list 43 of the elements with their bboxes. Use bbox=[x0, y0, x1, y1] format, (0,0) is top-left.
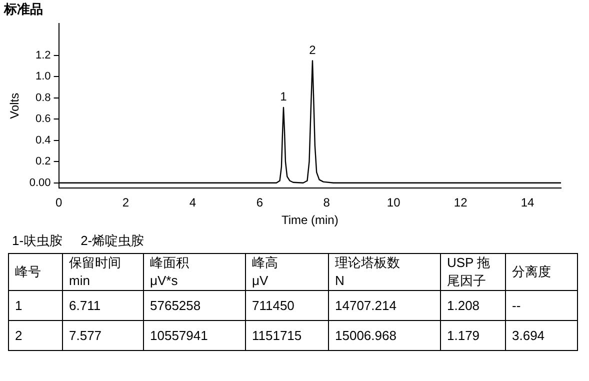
text: 峰高 μV bbox=[246, 254, 328, 290]
text: 7.577 bbox=[62, 320, 144, 350]
text: -- bbox=[506, 290, 578, 320]
text: 1 bbox=[8, 290, 62, 320]
text: 1-呋虫胺 bbox=[12, 233, 63, 248]
x-tick-label: 10 bbox=[386, 196, 401, 210]
text: 峰面积 μV*s bbox=[144, 254, 246, 290]
text: 10557941 bbox=[144, 320, 246, 350]
text: 分离度 bbox=[506, 254, 578, 290]
x-tick-label: 6 bbox=[256, 196, 264, 210]
text: 保留时间 min bbox=[62, 254, 144, 290]
y-tick-label: 1.2 bbox=[36, 49, 51, 62]
y-tick-label: 1.0 bbox=[36, 70, 51, 83]
text: 理论塔板数 N bbox=[328, 254, 440, 290]
text: USP 拖尾因子 bbox=[440, 254, 506, 290]
y-axis-title: Volts bbox=[8, 92, 22, 119]
text: 2 bbox=[8, 320, 62, 350]
text: 3.694 bbox=[506, 320, 578, 350]
y-tick-label: 0.6 bbox=[36, 113, 51, 126]
x-tick-label: 14 bbox=[520, 196, 535, 210]
annotation: 2 bbox=[309, 42, 316, 57]
x-tick-label: 12 bbox=[454, 196, 468, 210]
text: 2-烯啶虫胺 bbox=[80, 233, 144, 248]
x-tick-label: 2 bbox=[122, 196, 130, 210]
text: 15006.968 bbox=[328, 320, 440, 350]
text: 1.208 bbox=[440, 290, 506, 320]
text: 1.179 bbox=[440, 320, 506, 350]
y-tick-label: 0.00 bbox=[29, 176, 51, 189]
text: 1151715 bbox=[246, 320, 328, 350]
chart-title: 标准品 bbox=[3, 1, 43, 16]
text: 峰号 bbox=[8, 254, 62, 290]
x-tick-label: 8 bbox=[323, 196, 330, 210]
y-tick-label: 0.4 bbox=[36, 134, 51, 146]
x-tick-label: 0 bbox=[55, 196, 62, 210]
text: 14707.214 bbox=[328, 290, 440, 320]
text: 6.711 bbox=[62, 290, 144, 320]
annotation: 1 bbox=[280, 90, 288, 104]
x-axis-title: Time (min) bbox=[281, 213, 338, 228]
y-tick-label: 0.2 bbox=[36, 156, 51, 168]
text: 711450 bbox=[246, 290, 328, 320]
x-tick-label: 4 bbox=[189, 196, 196, 210]
text: 5765258 bbox=[144, 290, 246, 320]
y-tick-label: 0.8 bbox=[36, 92, 51, 104]
